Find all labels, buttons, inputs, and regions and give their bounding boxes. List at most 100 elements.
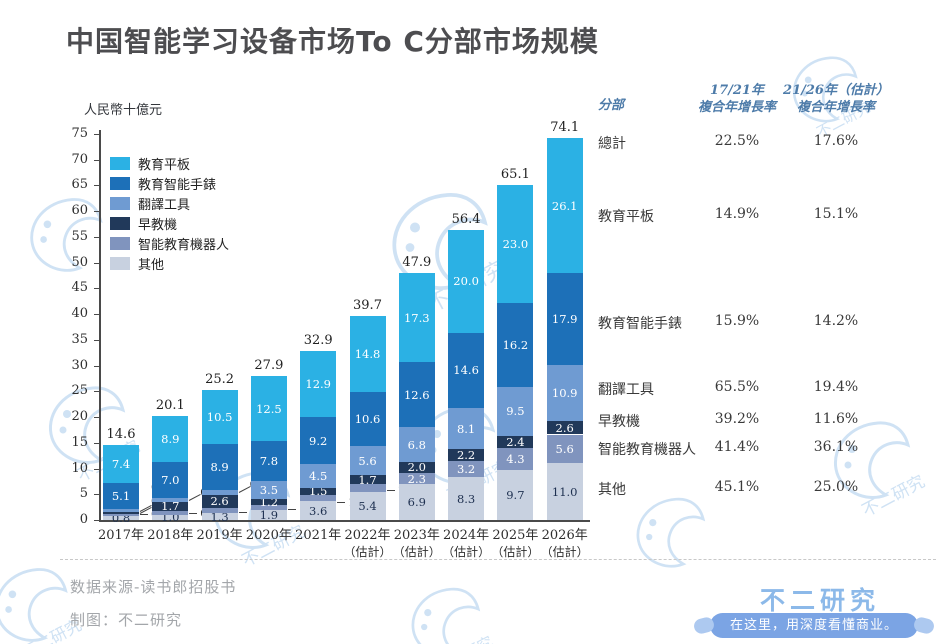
chart-credit-text: 制图：不二研究: [70, 611, 183, 629]
table-cell-cagr-21-26: 15.1%: [813, 206, 859, 222]
x-axis-category: 2025年 （估計）: [480, 527, 550, 561]
page-title: 中国智能学习设备市场To C分部市场规模: [66, 25, 599, 58]
bar-total-label: 47.9: [402, 255, 432, 271]
x-axis-year-label: 2025年: [492, 528, 539, 543]
legend-item-tablet: 教育平板: [110, 153, 229, 173]
table-row-label: 其他: [598, 482, 626, 498]
data-source-text: 数据来源-读书郎招股书: [70, 578, 237, 596]
bar-segment-tablet: [103, 444, 139, 483]
bar-segment-other: [349, 492, 386, 520]
brand-watermark-fish-icon: 不二研究: [833, 421, 928, 521]
bar-segment-other: [497, 470, 534, 520]
bar-total-label: 25.2: [205, 372, 235, 388]
table-header-line: 21/26年（估計）: [783, 83, 889, 98]
table-header-cagr-17-21: 17/21年 複合年增長率: [662, 82, 812, 116]
table-cell-cagr-17-21: 22.5%: [714, 133, 760, 149]
legend-item-robot: 智能教育機器人: [110, 233, 229, 253]
segment-value-label: 12.6: [403, 387, 430, 402]
x-axis-estimate-note: （估計）: [392, 545, 441, 559]
table-header-cagr-21-26: 21/26年（估計） 複合年增長率: [761, 82, 911, 116]
segment-value-label: 1.7: [161, 499, 180, 514]
brand-logo-text: 不二研究: [759, 586, 880, 615]
y-tick-label: 15: [71, 434, 88, 450]
bar-segment-robot: [103, 514, 139, 516]
x-axis-category: 2023年 （估計）: [382, 527, 452, 561]
table-header-line: 複合年增長率: [697, 100, 776, 115]
table-row-label: 智能教育機器人: [598, 442, 696, 458]
legend-swatch-tablet: [110, 156, 130, 170]
x-axis-category: 2024年 （估計）: [431, 527, 501, 561]
bar-segment-watch: [398, 362, 435, 428]
segment-value-label: 1.9: [259, 508, 279, 523]
segment-value-label: 2.2: [456, 448, 476, 463]
bar-segment-translator: [497, 386, 534, 436]
legend-label: 其他: [138, 257, 165, 273]
y-tick-mark: [94, 185, 99, 187]
segment-value-label: 14.8: [354, 346, 381, 361]
bar-segment-robot: [546, 434, 583, 464]
y-tick-mark: [94, 339, 99, 341]
table-cell-cagr-17-21: 65.5%: [714, 379, 760, 395]
legend-swatch-translator: [110, 196, 130, 210]
segment-value-label: 8.9: [161, 432, 180, 447]
bar-segment-translator: [546, 364, 583, 422]
legend-swatch-early: [110, 216, 130, 230]
y-tick-label: 70: [71, 151, 88, 167]
segment-value-label: 3.2: [456, 462, 476, 476]
x-axis-year-label: 2021年: [295, 528, 342, 543]
segment-value-label: 5.6: [358, 453, 377, 468]
segment-value-label: 7.4: [111, 456, 131, 471]
bar-total-label: 74.1: [550, 120, 580, 136]
segment-leader-line: [140, 514, 148, 516]
segment-value-label: 8.1: [456, 421, 476, 436]
bar-total-label: 32.9: [303, 332, 333, 348]
bar-segment-watch: [103, 482, 139, 510]
table-row-label: 翻譯工具: [598, 382, 654, 398]
segment-value-label: 3.6: [309, 503, 328, 518]
bar-segment-other: [398, 484, 435, 520]
y-tick-mark: [94, 391, 99, 393]
table-header-line: 複合年增長率: [796, 100, 875, 115]
table-header-segment: 分部: [598, 98, 625, 113]
y-tick-label: 35: [71, 331, 88, 347]
bar-segment-tablet: [497, 184, 534, 304]
bar-segment-translator: [349, 446, 386, 476]
x-axis-year-label: 2017年: [97, 528, 145, 543]
bar-segment-tablet: [349, 315, 386, 392]
y-tick-mark: [94, 468, 99, 470]
segment-value-label: 9.2: [309, 433, 328, 448]
y-tick-label: 30: [71, 357, 88, 373]
bar-segment-early: [300, 487, 337, 496]
bar-total-label: 14.6: [106, 426, 136, 442]
bar-segment-translator: [448, 407, 485, 450]
segment-value-label: 1.3: [210, 509, 229, 524]
segment-leader-line: [386, 490, 395, 492]
bar-segment-tablet: [300, 350, 337, 417]
legend-label: 教育智能手錶: [138, 177, 217, 193]
bar-segment-watch: [201, 444, 238, 491]
bar-segment-watch: [152, 462, 189, 499]
bar-segment-early: [546, 421, 583, 435]
legend-swatch-robot: [110, 236, 130, 250]
legend-label: 智能教育機器人: [138, 237, 230, 253]
segment-value-label: 2.3: [407, 471, 426, 486]
chart-legend: 教育平板 教育智能手錶 翻譯工具 早教機 智能教育機器人 其他: [110, 153, 229, 273]
y-tick-mark: [94, 417, 99, 418]
legend-item-watch: 教育智能手錶: [110, 173, 229, 193]
x-axis-year-label: 2022年: [344, 528, 391, 543]
segment-leader-line: [287, 508, 296, 510]
bar-segment-robot: [201, 508, 238, 514]
y-tick-label: 55: [71, 228, 88, 244]
bar-segment-other: [201, 513, 238, 520]
table-header-line: 17/21年: [710, 83, 764, 98]
x-axis-estimate-note: （估計）: [343, 545, 392, 559]
segment-value-label: 5.4: [358, 499, 377, 514]
segment-value-label: 4.5: [309, 468, 328, 483]
table-cell-cagr-21-26: 14.2%: [813, 313, 859, 329]
y-tick-label: 75: [71, 125, 88, 141]
y-tick-mark: [94, 365, 99, 367]
table-cell-cagr-21-26: 17.6%: [813, 133, 859, 149]
x-axis-estimate-note: （估計）: [540, 545, 589, 559]
x-axis-year-label: 2026年: [541, 528, 588, 543]
